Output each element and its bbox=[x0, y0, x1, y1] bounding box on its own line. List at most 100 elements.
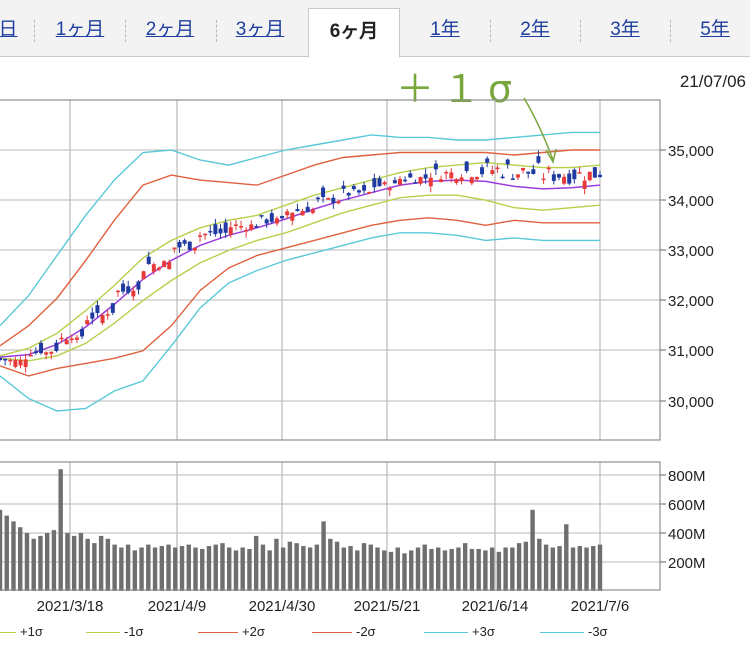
volume-bar bbox=[287, 541, 293, 591]
candle-body bbox=[459, 177, 464, 182]
volume-bar bbox=[186, 544, 191, 591]
legend-line-icon bbox=[0, 632, 16, 634]
tab-3-years[interactable]: 3年 bbox=[610, 19, 640, 40]
candle-body bbox=[526, 171, 531, 174]
x-tick-label: 2021/6/14 bbox=[462, 598, 529, 615]
volume-bar bbox=[267, 550, 272, 591]
candle-body bbox=[223, 222, 228, 233]
volume-bar bbox=[38, 535, 43, 591]
volume-bar bbox=[18, 527, 23, 591]
tab-6-months[interactable]: 6ヶ月 bbox=[308, 8, 400, 58]
candlesticks bbox=[0, 150, 602, 373]
legend-plus1-sigma: +1σ bbox=[0, 622, 43, 642]
candle-body bbox=[305, 206, 310, 213]
volume-bar bbox=[65, 533, 70, 591]
candle-body bbox=[259, 215, 264, 217]
volume-bar bbox=[227, 547, 232, 591]
volume-bar bbox=[388, 551, 394, 591]
volume-bar bbox=[462, 543, 468, 591]
volume-bar bbox=[85, 538, 90, 591]
volume-bar bbox=[220, 543, 225, 591]
candle-body bbox=[39, 342, 44, 354]
volume-bar bbox=[179, 546, 185, 591]
volume-bar bbox=[415, 547, 421, 591]
candle-body bbox=[249, 224, 254, 231]
candle-body bbox=[3, 358, 8, 361]
volume-bar bbox=[523, 541, 529, 591]
volume-bar bbox=[483, 550, 488, 591]
legend-minus1-sigma: -1σ bbox=[86, 622, 144, 642]
candle-body bbox=[510, 178, 515, 180]
candle-body bbox=[54, 342, 59, 351]
volume-bar bbox=[530, 509, 535, 591]
volume-bar bbox=[233, 550, 239, 591]
candle-body bbox=[439, 179, 444, 182]
volume-bar bbox=[71, 535, 77, 591]
y-tick-label: 35,000 bbox=[668, 143, 714, 160]
x-tick-label: 2021/4/9 bbox=[148, 598, 206, 615]
candle-body bbox=[187, 241, 192, 250]
tab-2-years[interactable]: 2年 bbox=[520, 19, 550, 40]
volume-bar bbox=[24, 533, 30, 591]
candle-body bbox=[551, 174, 556, 181]
candle-body bbox=[367, 191, 372, 194]
legend-line-icon bbox=[540, 632, 584, 634]
legend-label: -1σ bbox=[124, 624, 144, 639]
candle-body bbox=[321, 187, 326, 197]
volume-bar bbox=[206, 546, 212, 591]
candle-body bbox=[13, 359, 18, 367]
candle-body bbox=[449, 172, 454, 179]
legend-line-icon bbox=[198, 632, 238, 634]
tab-divider bbox=[670, 20, 671, 42]
y-tick-label: 33,000 bbox=[668, 243, 714, 260]
candle-body bbox=[392, 180, 397, 184]
band-line-1 bbox=[0, 161, 601, 357]
arrow-head bbox=[545, 148, 557, 165]
x-tick-label: 2021/4/30 bbox=[249, 598, 316, 615]
volume-bar bbox=[193, 547, 198, 591]
candle-body bbox=[572, 169, 577, 180]
volume-bar bbox=[510, 547, 515, 591]
volume-bar bbox=[456, 547, 461, 591]
candle-body bbox=[28, 355, 33, 357]
volume-bar bbox=[307, 547, 313, 591]
volume-bar bbox=[132, 550, 138, 591]
volume-bar bbox=[489, 547, 495, 591]
band-line-3 bbox=[0, 149, 600, 347]
candle-body bbox=[274, 218, 279, 224]
candle-body bbox=[213, 224, 218, 235]
tab-5-years[interactable]: 5年 bbox=[700, 19, 730, 40]
volume-bar bbox=[0, 509, 3, 591]
candle-body bbox=[218, 228, 223, 234]
candle-body bbox=[346, 192, 351, 196]
tab-day[interactable]: 日 bbox=[0, 19, 18, 40]
candle-body bbox=[387, 188, 392, 191]
y-tick-label: 31,000 bbox=[668, 343, 714, 360]
candle-body bbox=[515, 174, 520, 178]
volume-bar bbox=[368, 544, 373, 591]
candle-body bbox=[362, 185, 367, 191]
candle-body bbox=[172, 247, 177, 250]
volume-bar bbox=[348, 546, 353, 591]
candle-body bbox=[233, 224, 238, 226]
tab-2-months[interactable]: 2ヶ月 bbox=[145, 19, 195, 40]
volume-bar bbox=[577, 546, 582, 591]
tab-3-months[interactable]: 3ヶ月 bbox=[235, 19, 285, 40]
candle-body bbox=[454, 178, 459, 183]
candle-body bbox=[105, 314, 110, 316]
volume-bar bbox=[280, 547, 286, 591]
tab-1-month[interactable]: 1ヶ月 bbox=[55, 19, 105, 40]
candle-body bbox=[326, 198, 331, 200]
candle-body bbox=[146, 256, 151, 264]
candle-body bbox=[290, 212, 295, 221]
volume-bar bbox=[139, 547, 144, 591]
candle-body bbox=[192, 247, 197, 251]
volume-bar bbox=[51, 530, 57, 591]
candle-body bbox=[469, 177, 474, 184]
tab-1-year[interactable]: 1年 bbox=[430, 19, 460, 40]
price-y-axis: 35,000 34,000 33,000 32,000 31,000 30,000 bbox=[660, 143, 714, 411]
volume-bar bbox=[11, 521, 16, 591]
candle-body bbox=[269, 213, 274, 222]
volume-bar bbox=[44, 533, 50, 591]
